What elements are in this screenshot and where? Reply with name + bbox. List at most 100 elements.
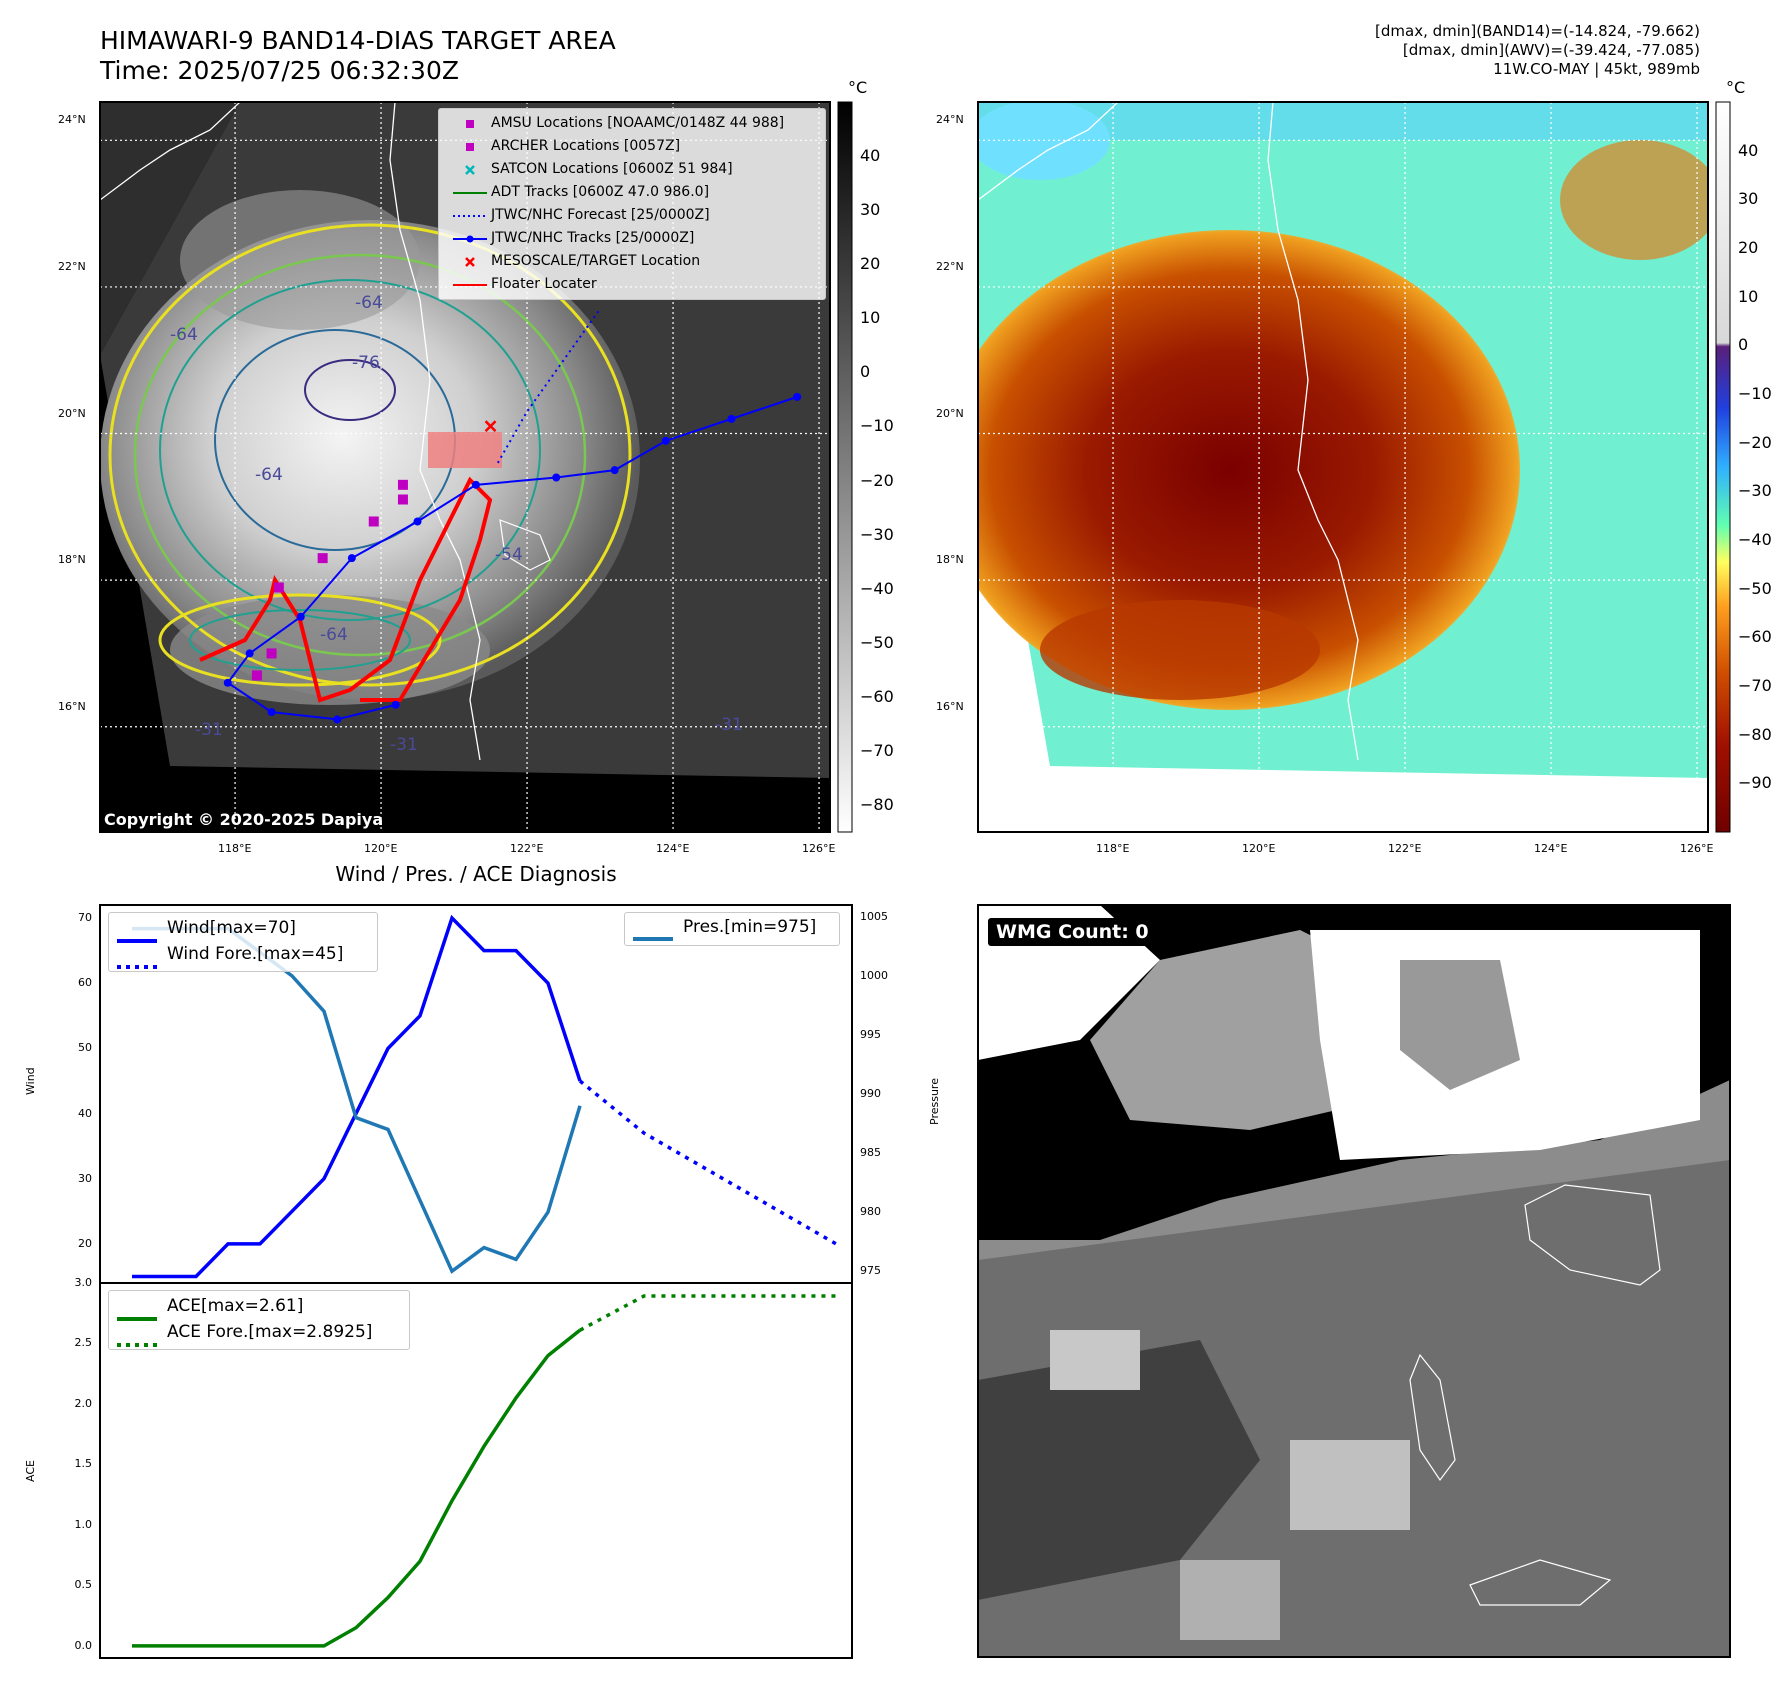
wmg-panel [978, 905, 1730, 1657]
colorbar-tick: −50 [860, 632, 894, 652]
awv-cloud [978, 230, 1520, 710]
colorbar-tick: −90 [1738, 773, 1772, 793]
jtwc-forecast-line [496, 308, 601, 464]
lat-label-24: 24°N [58, 113, 86, 126]
solid-line-icon [117, 929, 157, 948]
jtwc-track-point [223, 678, 232, 687]
dotted-line-icon [117, 1333, 157, 1352]
contour-label-1: -76 [352, 353, 380, 373]
wmg-gray-ne [1400, 960, 1520, 1090]
ace-tick: 3.0 [74, 1276, 93, 1289]
title-line-2: Time: 2025/07/25 06:32:30Z [100, 56, 459, 85]
ace-line [132, 1328, 582, 1648]
pressure-tick: 990 [860, 1087, 881, 1100]
x-marker-icon [453, 161, 487, 179]
ace-tick: 0.5 [74, 1578, 93, 1592]
wmg-coastline-2 [1409, 1353, 1456, 1482]
wind-tick: 70 [78, 911, 92, 925]
colorbar-tick: −60 [1738, 627, 1772, 647]
wmg-light-patch-1 [1050, 1330, 1140, 1390]
wmg-coastline-1 [1524, 1184, 1661, 1286]
cloud-band-south [170, 595, 490, 705]
lon-label-120: 120°E [364, 842, 398, 855]
wind-tick: 40 [78, 1106, 92, 1120]
floater-locater-track [199, 476, 493, 703]
pressure-legend: Pres.[min=975] [624, 912, 840, 946]
contour-purple [304, 359, 396, 421]
contour-label-5: -54 [495, 545, 523, 565]
wmg-coastline-3 [1469, 1559, 1612, 1606]
awv-cyan-patch [978, 102, 1110, 180]
colorbar-tick: −20 [860, 470, 894, 490]
lat-label-22: 22°N [58, 260, 86, 273]
coastline-china [100, 102, 241, 201]
colorbar-tick: 20 [1738, 238, 1759, 257]
awv-lat-label-22: 22°N [936, 260, 964, 273]
awv-lon-label-126: 126°E [1680, 842, 1714, 855]
line-icon [453, 184, 487, 202]
mesoscale-target-marker [484, 420, 497, 433]
amsu-point [317, 553, 328, 564]
awv-orange-patch [1560, 140, 1708, 260]
lat-label-18: 18°N [58, 553, 86, 566]
colorbar-tick: 10 [1738, 286, 1759, 306]
wind-forecast-line [578, 1079, 837, 1246]
colorbar2-unit: °C [1726, 78, 1746, 97]
legend-pres-label: Pres.[min=975] [683, 917, 817, 937]
jtwc-track-point [347, 554, 356, 563]
jtwc-track-point [296, 612, 305, 621]
contour-yellow [108, 223, 632, 687]
colorbar-tick: −10 [860, 416, 894, 436]
ace-tick: 2.0 [74, 1396, 93, 1410]
legend-ace-fore-label: ACE Fore.[max=2.8925] [167, 1322, 373, 1342]
chart-layer [132, 914, 837, 1648]
colorbar-tick: −30 [860, 524, 894, 544]
copyright-text: Copyright © 2020-2025 Dapiya [104, 810, 384, 829]
colorbar-tick: −70 [1738, 676, 1772, 695]
contour-teal [159, 279, 541, 621]
colorbar-tick: 40 [1738, 140, 1759, 160]
contour-label-8: -31 [390, 735, 418, 755]
amsu-point [397, 479, 408, 490]
lon-label-126: 126°E [802, 842, 836, 855]
colorbar-tick: −50 [1738, 578, 1772, 598]
awv-band-south [1040, 600, 1320, 700]
wmg-light-patch-3 [1180, 1560, 1280, 1640]
jtwc-track-point [333, 715, 342, 724]
colorbar-tick: 30 [1738, 189, 1759, 209]
dotted-line-icon [117, 955, 157, 974]
pressure-tick: 1000 [860, 968, 888, 982]
jtwc-track-point [661, 436, 670, 445]
amsu-point [397, 494, 408, 505]
awv-map-panel [978, 102, 1708, 832]
coastline-island [499, 519, 551, 571]
jtwc-track-point [793, 392, 802, 401]
colorbar1-unit: °C [848, 78, 868, 97]
contour-teal-south [189, 609, 411, 671]
jtwc-track-point [727, 414, 736, 423]
jtwc-track-point [245, 649, 254, 658]
solid-line-icon [633, 927, 673, 946]
ace-axis-label: ACE [24, 1460, 37, 1482]
amsu-point [266, 648, 277, 659]
jtwc-track-point [413, 517, 422, 526]
contour-label-2: -64 [255, 465, 283, 485]
wind-tick: 30 [78, 1171, 92, 1185]
contour-label-group: -76 -64 -64 -64 -54 -64 -31 -31 -31 [170, 293, 743, 755]
colorbar-tick: −80 [1738, 724, 1772, 744]
ace-tick: 0.0 [74, 1638, 93, 1652]
awv-map-frame [977, 101, 1709, 833]
pressure-axis-label: Pressure [928, 1078, 941, 1125]
lat-label-16: 16°N [58, 700, 86, 713]
ir-map-frame [99, 101, 831, 833]
awv-lon-label-124: 124°E [1534, 842, 1568, 855]
amsu-point [273, 582, 284, 593]
dotted-line-icon [453, 207, 487, 225]
colorbar-tick: −20 [1738, 432, 1772, 452]
dmax-band14: [dmax, dmin](BAND14)=(-14.824, -79.662) [1375, 22, 1700, 40]
pressure-tick: 995 [860, 1027, 881, 1041]
lat-label-20: 20°N [58, 407, 86, 420]
colorbar-color [1715, 101, 1731, 833]
colorbar-tick: 30 [860, 200, 881, 220]
awv-grid [978, 102, 1708, 832]
